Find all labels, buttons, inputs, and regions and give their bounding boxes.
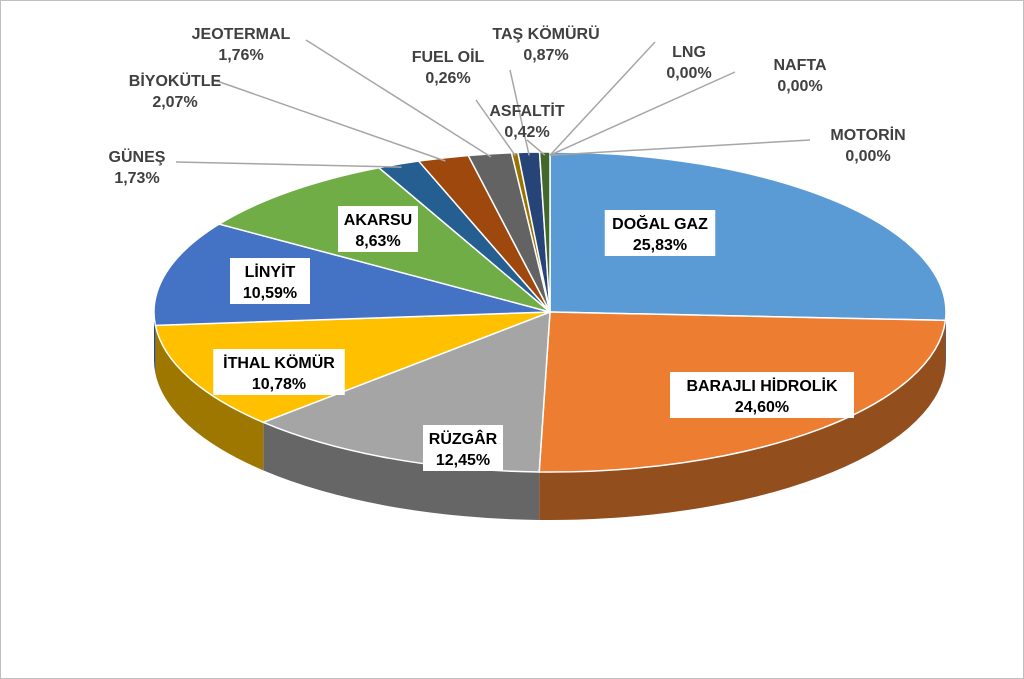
data-label-name-tas-komuru: TAŞ KÖMÜRÜ [492, 24, 599, 43]
data-label-value-ruzgar: 12,45% [436, 452, 490, 469]
data-label-name-lng: LNG [672, 44, 706, 61]
pie-side-dogal-gaz [945, 312, 946, 369]
data-label-name-linyit: LİNYİT [245, 263, 296, 281]
data-label-value-tas-komuru: 0,87% [523, 47, 568, 64]
data-label-name-asfaltit: ASFALTİT [489, 102, 564, 120]
data-label-value-biyokutle: 2,07% [152, 94, 197, 111]
leader-line-asfaltit [526, 139, 546, 156]
pie-sides [154, 312, 946, 520]
data-label-box-akarsu [338, 206, 418, 252]
data-label-name-akarsu: AKARSU [344, 212, 412, 229]
data-label-barajli-hidrolik: BARAJLI HİDROLİK 24,60% [670, 372, 854, 418]
data-label-value-motorin: 0,00% [845, 148, 890, 165]
leader-lines [175, 39, 811, 168]
data-label-value-asfaltit: 0,42% [504, 124, 549, 141]
data-label-name-nafta: NAFTA [773, 57, 826, 74]
pie-side-ithal-komur [155, 325, 264, 471]
data-label-name-jeotermal: JEOTERMAL [192, 26, 291, 43]
data-label-name-ruzgar: RÜZGÂR [429, 429, 498, 448]
data-label-ruzgar: RÜZGÂR 12,45% [423, 425, 503, 471]
data-label-ithal-komur: İTHAL KÖMÜR 10,78% [213, 349, 345, 395]
data-label-box-ithal-komur [213, 349, 345, 395]
data-label-box-dogal-gaz [604, 210, 716, 256]
pie-side-ruzgar [263, 422, 540, 520]
data-label-name-barajli-hidrolik: BARAJLI HİDROLİK [686, 377, 838, 395]
leader-line-biyokutle [213, 79, 446, 162]
data-label-box-linyit [230, 258, 310, 304]
data-label-value-jeotermal: 1,76% [218, 47, 263, 64]
data-label-name-fuel-oil: FUEL OİL [412, 48, 485, 66]
data-label-box-barajli-hidrolik [670, 372, 854, 418]
data-label-value-ithal-komur: 10,78% [252, 376, 306, 393]
data-label-value-nafta: 0,00% [777, 78, 822, 95]
leader-line-fuel-oil [475, 99, 517, 157]
leader-line-motorin [549, 139, 811, 156]
pie-side-linyit [154, 312, 156, 374]
leader-line-lng [549, 41, 656, 156]
data-label-name-biyokutle: BİYOKÜTLE [129, 71, 222, 90]
data-label-value-fuel-oil: 0,26% [425, 70, 470, 87]
data-label-name-dogal-gaz: DOĞAL GAZ [612, 214, 708, 233]
data-label-value-dogal-gaz: 25,83% [633, 237, 687, 254]
pie-slice-dogal-gaz [549, 151, 947, 322]
data-label-dogal-gaz: DOĞAL GAZ 25,83% [604, 210, 716, 256]
pie-slices [153, 151, 947, 473]
data-label-value-lng: 0,00% [666, 65, 711, 82]
data-label-value-barajli-hidrolik: 24,60% [735, 399, 789, 416]
data-label-value-linyit: 10,59% [243, 285, 297, 302]
pie-side-barajli-hidrolik [539, 320, 946, 520]
leader-line-nafta [549, 71, 736, 156]
data-label-name-gunes: GÜNEŞ [109, 147, 166, 166]
data-label-name-ithal-komur: İTHAL KÖMÜR [223, 353, 335, 372]
data-label-linyit: LİNYİT 10,59% [230, 258, 310, 304]
data-label-name-motorin: MOTORİN [830, 126, 905, 144]
data-label-value-akarsu: 8,63% [355, 233, 400, 250]
leader-line-gunes [175, 161, 402, 168]
data-label-akarsu: AKARSU 8,63% [338, 206, 418, 252]
pie-slice-asfaltit [538, 151, 551, 313]
data-labels: DOĞAL GAZ 25,83% BARAJLI HİDROLİK 24,60% RÜZ… [109, 24, 906, 471]
data-label-value-gunes: 1,73% [114, 170, 159, 187]
data-label-box-ruzgar [423, 425, 503, 471]
leader-line-jeotermal [305, 39, 492, 158]
leader-line-tas-komuru [509, 69, 530, 156]
